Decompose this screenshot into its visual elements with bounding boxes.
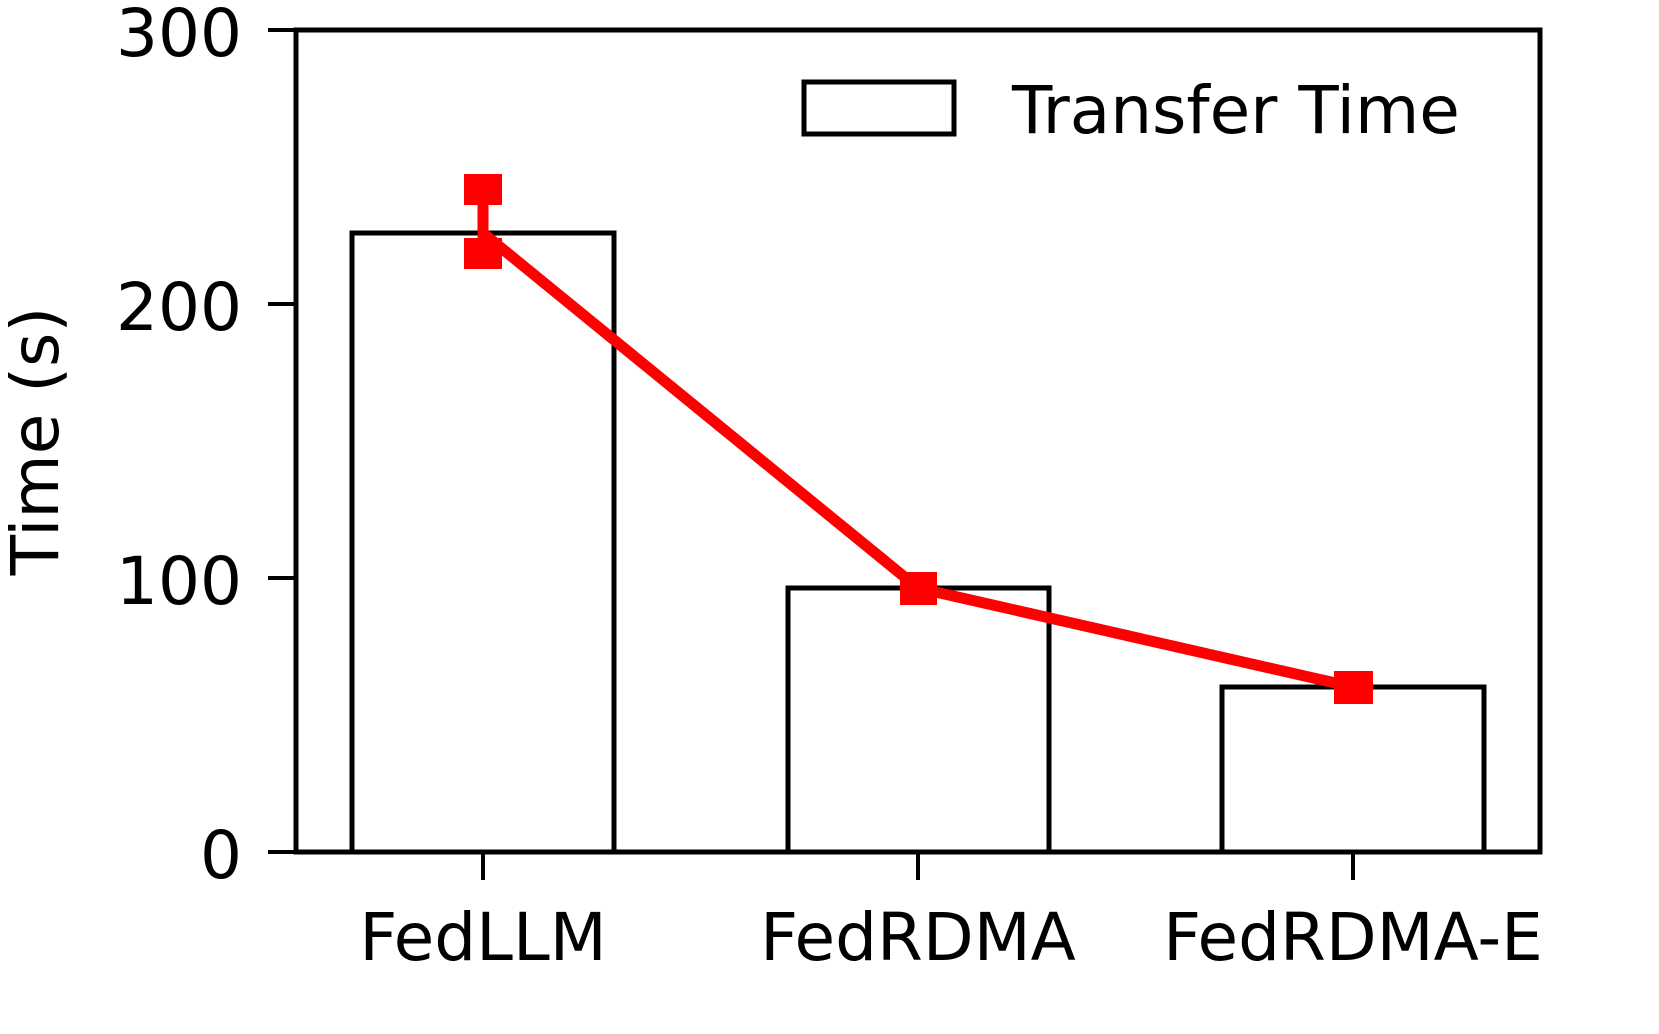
y-tick-100: 100 <box>116 543 242 620</box>
x-tick-fedrdma: FedRDMA <box>760 899 1076 976</box>
y-tick-300: 300 <box>116 0 242 72</box>
bar-fedrdma <box>785 585 1052 855</box>
legend-swatch <box>801 79 957 137</box>
bar-fedllm <box>349 230 617 855</box>
x-tick-fedllm: FedLLM <box>359 899 606 976</box>
y-axis: 0 100 200 300 Time (s) <box>0 0 296 894</box>
bar-fedrdma-e <box>1219 684 1487 855</box>
y-tick-0: 0 <box>200 817 242 894</box>
legend-label: Transfer Time <box>1011 72 1460 149</box>
error-cap-top <box>464 174 502 205</box>
y-axis-label: Time (s) <box>0 307 74 576</box>
line-series <box>464 174 1373 704</box>
x-axis: FedLLM FedRDMA FedRDMA-E <box>359 852 1543 976</box>
x-tick-fedrdma-e: FedRDMA-E <box>1163 899 1543 976</box>
marker-fedrdma-e <box>1334 671 1373 704</box>
marker-fedrdma <box>900 572 937 605</box>
bars <box>349 230 1487 855</box>
y-tick-200: 200 <box>116 269 242 346</box>
legend: Transfer Time <box>801 72 1460 149</box>
